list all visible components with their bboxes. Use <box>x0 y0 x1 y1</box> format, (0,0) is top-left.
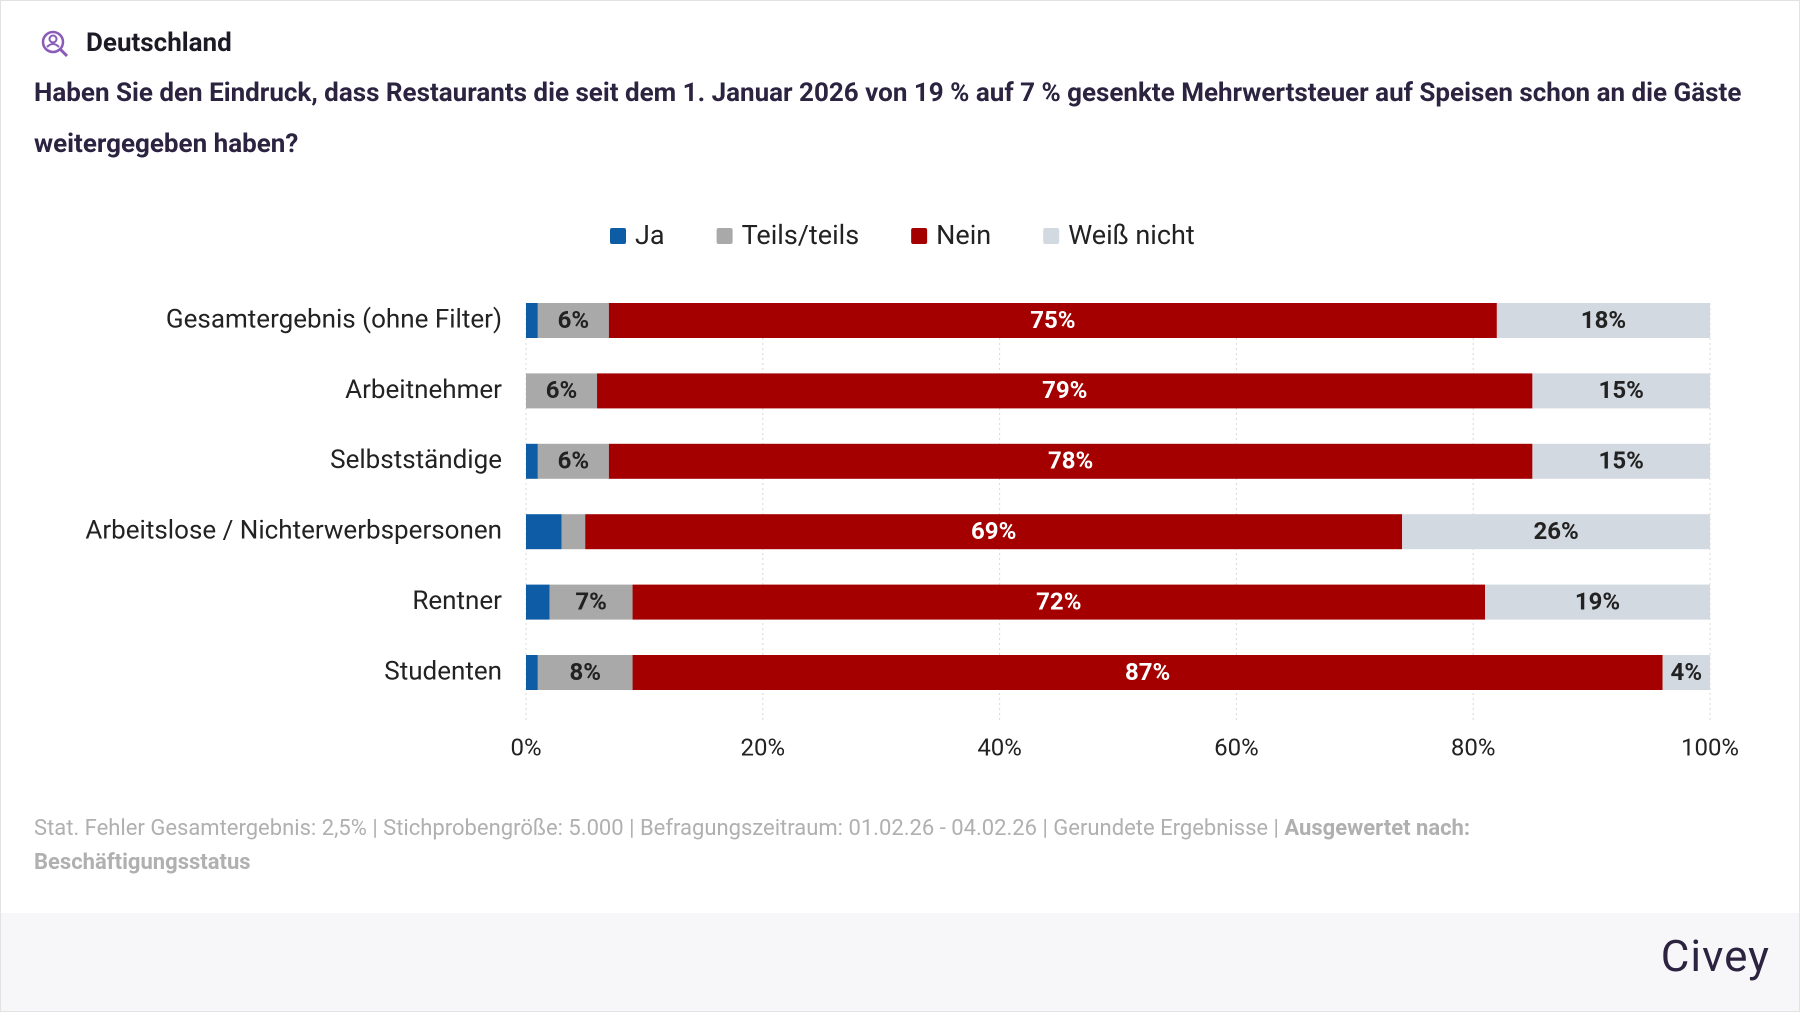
chart-title: Haben Sie den Eindruck, dass Restaurants… <box>34 78 1742 159</box>
bar-segment <box>608 303 1497 338</box>
x-tick-label: 100% <box>1681 733 1739 761</box>
legend-swatch <box>610 228 626 244</box>
bar-segment <box>1662 655 1710 690</box>
x-tick-label: 40% <box>977 733 1022 761</box>
x-tick-label: 0% <box>510 733 541 761</box>
x-tick-label: 60% <box>1214 733 1259 761</box>
legend-swatch <box>716 228 733 244</box>
data-label: 15% <box>1599 376 1644 404</box>
data-label: 26% <box>1533 517 1578 545</box>
bar-segment <box>526 584 550 620</box>
data-label: 7% <box>575 587 607 615</box>
data-label: 15% <box>1599 447 1644 475</box>
legend-label: Teils/teils <box>742 219 860 251</box>
y-tick-label: Selbstständige <box>330 445 502 475</box>
bar-segment <box>1485 584 1710 620</box>
legend-swatch <box>1043 228 1060 244</box>
bar-segment <box>608 443 1533 479</box>
data-label: 75% <box>1030 306 1075 334</box>
note: Stat. Fehler Gesamtergebnis: 2,5% | Stic… <box>34 816 1279 841</box>
bar-segment <box>526 373 598 409</box>
data-label: 8% <box>569 658 601 686</box>
bar-segment <box>526 514 562 550</box>
legend-label: Weiß nicht <box>1068 219 1195 251</box>
y-tick-label: Arbeitslose / Nichterwerbspersonen <box>85 516 502 546</box>
data-label: 19% <box>1575 587 1620 615</box>
y-tick-label: Arbeitnehmer <box>345 375 502 405</box>
y-tick-label: Gesamtergebnis (ohne Filter) <box>166 304 502 334</box>
bar-segment <box>526 443 538 479</box>
data-label: 87% <box>1125 658 1170 686</box>
bar-segment <box>597 373 1533 409</box>
bar-segment <box>549 584 633 620</box>
bar-segment <box>632 655 1663 690</box>
bar-segment <box>1496 303 1710 338</box>
bar-segment <box>537 655 633 690</box>
data-label: 6% <box>546 376 578 404</box>
legend-label: Ja <box>635 219 665 251</box>
bar-segment <box>537 303 609 338</box>
bar-segment <box>526 655 538 690</box>
legend-label: Nein <box>936 219 991 251</box>
legend-swatch <box>911 228 928 244</box>
footnote: Stat. Fehler Gesamtergebnis: 2,5% | Stic… <box>34 812 1654 880</box>
data-label: 69% <box>971 517 1016 545</box>
bar-segment <box>1402 514 1710 550</box>
region-icon <box>41 30 69 58</box>
note-bold: Ausgewertet nach: Beschäftigungsstatus <box>34 816 1471 875</box>
bar-segment <box>537 443 609 479</box>
bar-segment <box>1532 443 1710 479</box>
bar-segment <box>632 584 1486 620</box>
data-label: 6% <box>558 306 590 334</box>
brand-logo: Civey <box>1660 930 1770 982</box>
chart: 0% 20% 40% 60% 80% 100% Ja Teils/teils Nein Weiß … <box>85 219 1739 761</box>
bar-segment <box>526 303 538 338</box>
data-label: 79% <box>1042 376 1087 404</box>
data-label: 18% <box>1581 306 1626 334</box>
data-label: 72% <box>1036 587 1081 615</box>
region: Deutschland <box>86 28 232 58</box>
data-label: 6% <box>558 447 590 475</box>
y-tick-label: Studenten <box>384 656 502 686</box>
data-label: 4% <box>1671 658 1703 686</box>
x-tick-label: 80% <box>1451 733 1496 761</box>
y-tick-label: Rentner <box>412 586 502 616</box>
x-tick-label: 20% <box>741 733 786 761</box>
footer <box>1 913 1799 1011</box>
bar-segment <box>561 514 586 550</box>
data-label: 78% <box>1048 447 1093 475</box>
bar-segment <box>1532 373 1710 409</box>
bar-segment <box>585 514 1403 550</box>
